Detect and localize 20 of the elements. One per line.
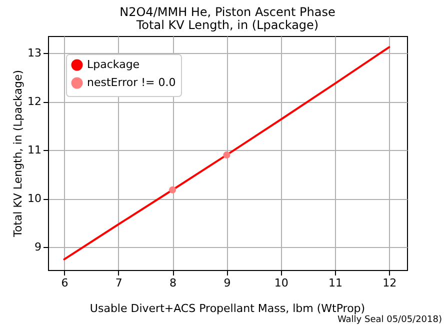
- chart-title: N2O4/MMH He, Piston Ascent Phase: [120, 5, 336, 19]
- line-series: [63, 46, 390, 260]
- y-tick-label: 12: [28, 95, 42, 108]
- x-tick-label: 8: [170, 276, 177, 290]
- x-tick-label: 11: [328, 276, 342, 290]
- legend-label: Lpackage: [87, 58, 140, 71]
- x-tick-label: 6: [61, 276, 68, 290]
- x-tick-label: 12: [382, 276, 397, 290]
- y-tick-label: 10: [28, 192, 42, 206]
- chart-subtitle: Total KV Length, in (Lpackage): [135, 18, 319, 32]
- x-tick-label: 7: [115, 276, 122, 290]
- x-axis-title: Usable Divert+ACS Propellant Mass, lbm (WtProp): [88, 302, 366, 315]
- y-tick-label: 11: [28, 144, 42, 157]
- y-axis-title: Total KV Length, in (Lpackage): [12, 70, 25, 238]
- text: Wally Seal 05/05/2018): [336, 315, 442, 325]
- y-tick-label: 9: [34, 240, 42, 254]
- legend-label: nestError != 0.0: [87, 76, 176, 89]
- x-tick-label: 9: [224, 276, 231, 290]
- y-tick-label: 13: [28, 46, 42, 60]
- x-tick-label: 10: [274, 276, 288, 290]
